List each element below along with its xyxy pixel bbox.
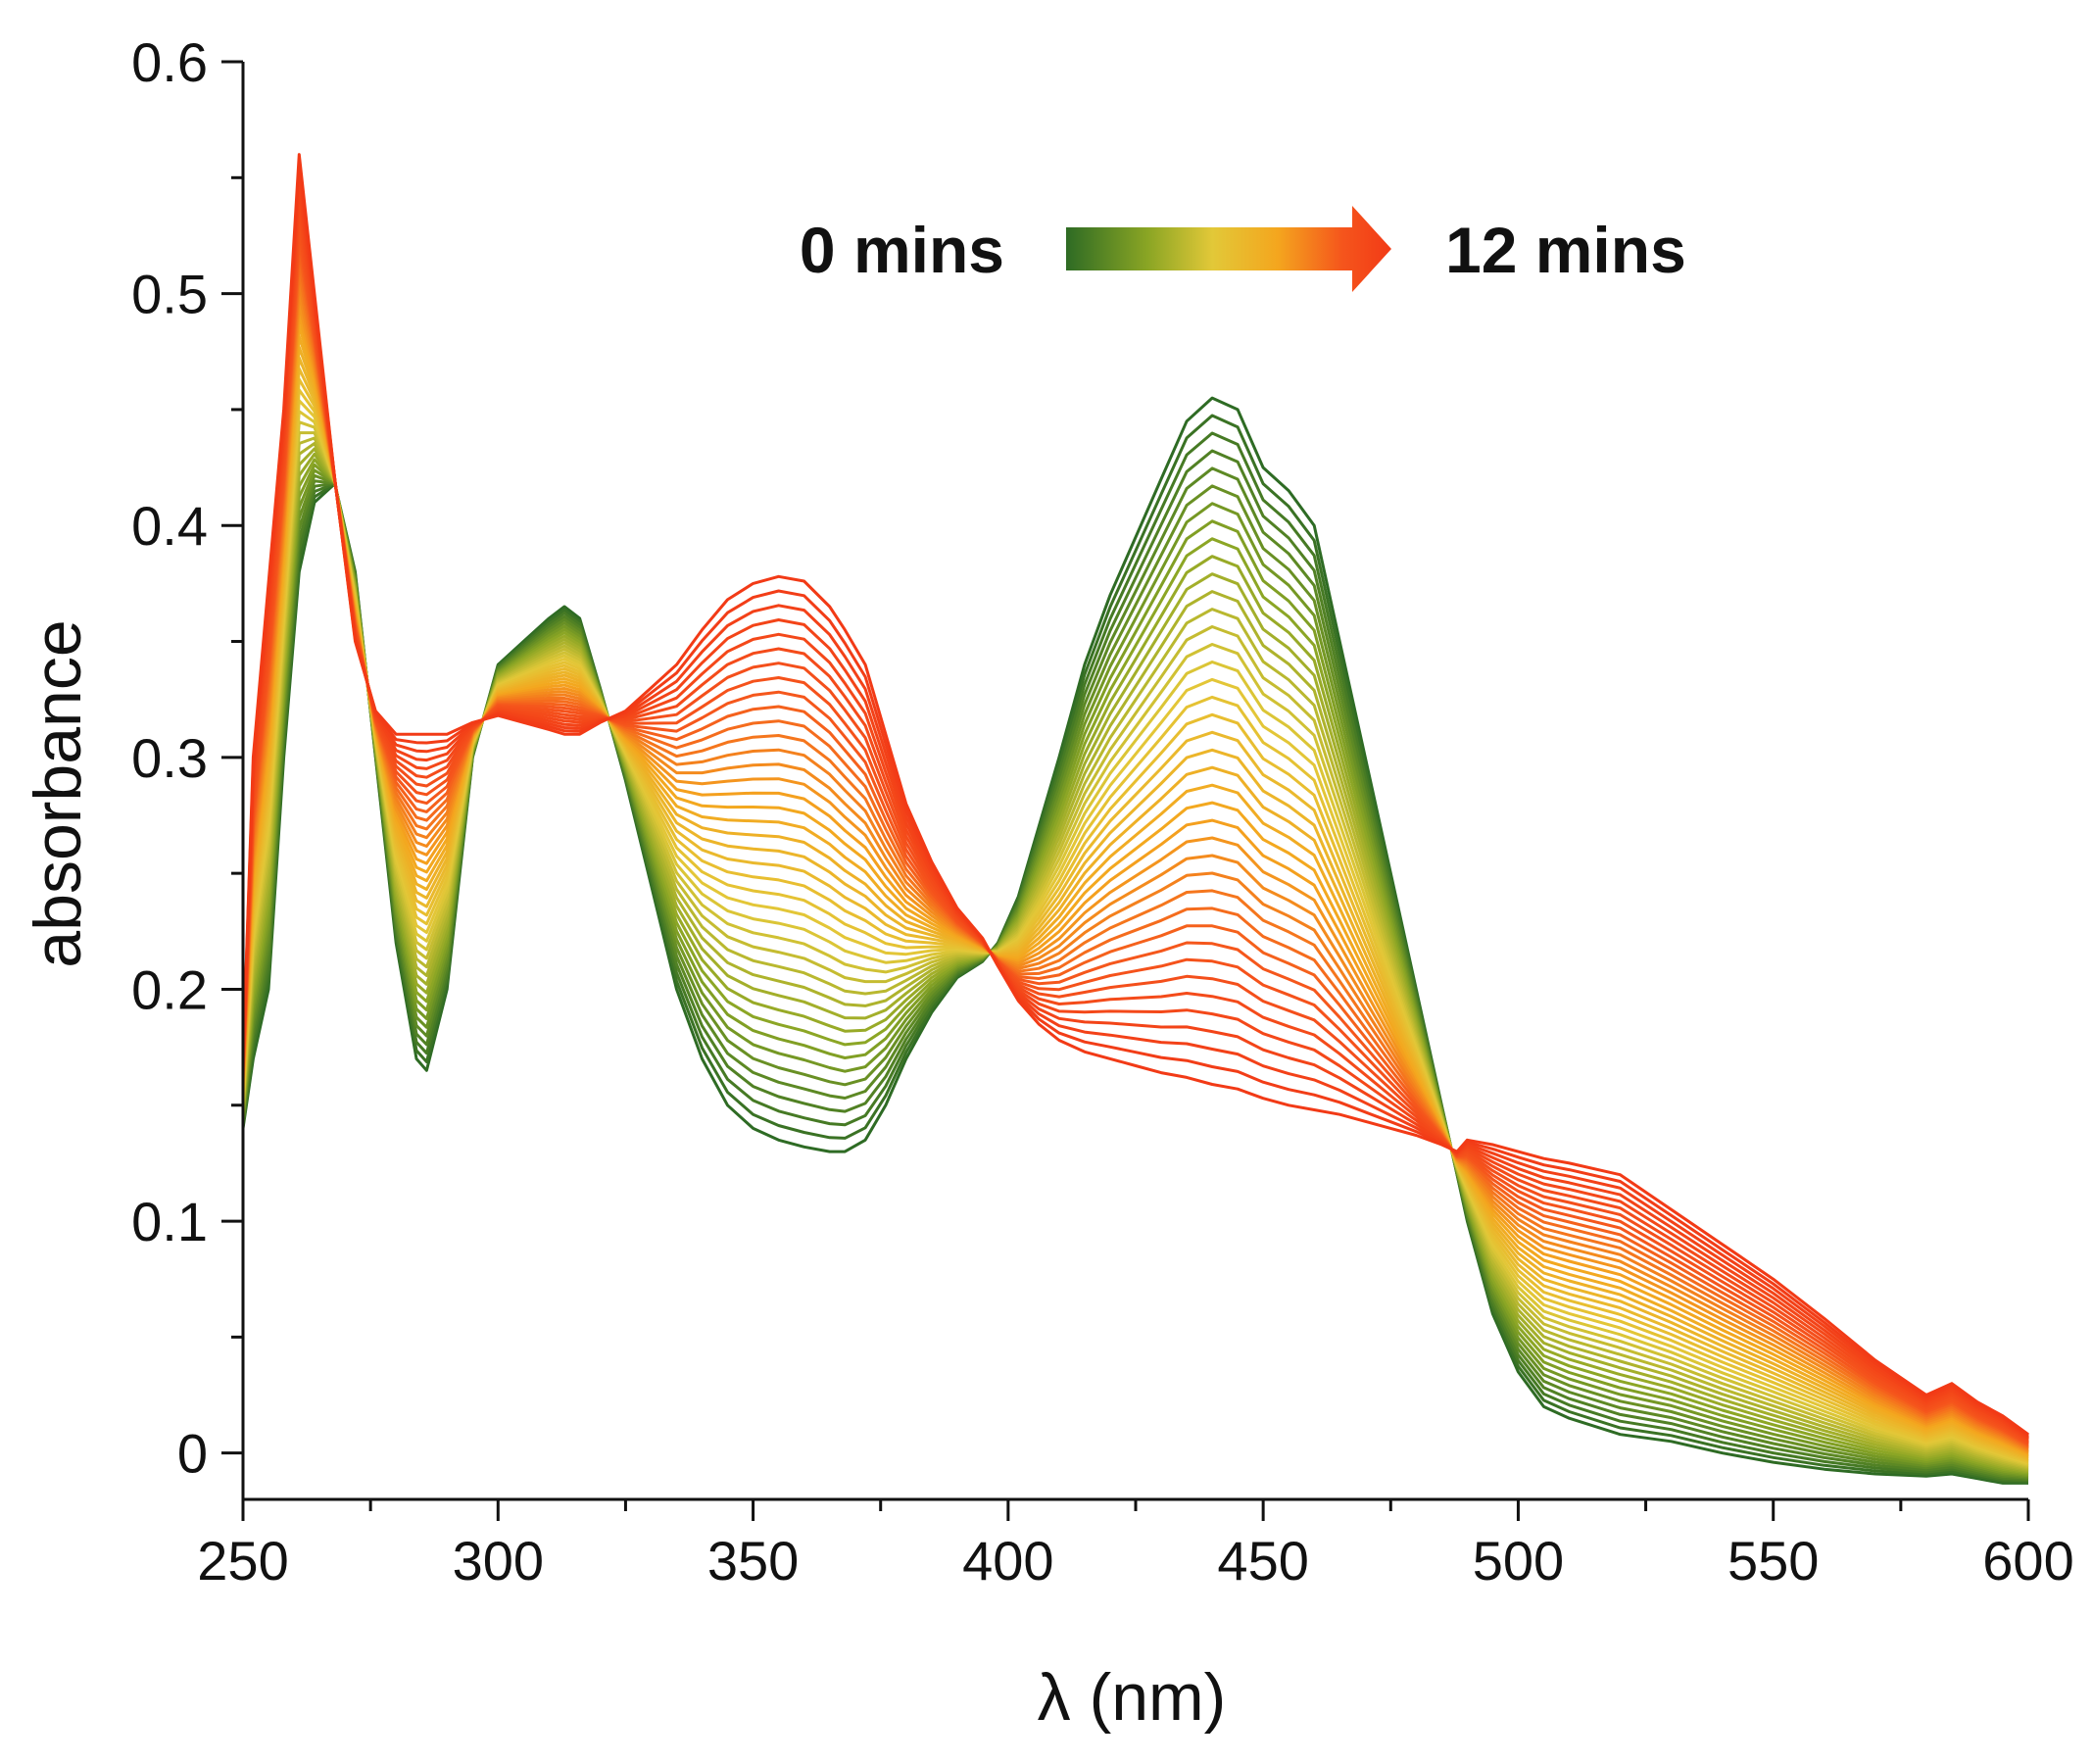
y-tick-label: 0.6 xyxy=(131,31,208,93)
axes: 250 300 350 400 450 500 550 600 0 0.1 0.2 0.3 0.4 0.5… xyxy=(131,31,2074,1592)
spectrum-line-37 xyxy=(241,184,2029,1440)
y-tick-label: 0.2 xyxy=(131,958,208,1020)
spectra-series-group xyxy=(241,153,2029,1485)
spectrum-line-16 xyxy=(241,410,2029,1466)
spectrum-line-40 xyxy=(241,153,2029,1436)
spectrum-line-6 xyxy=(241,473,2029,1479)
legend-gradient-arrow xyxy=(1066,206,1391,292)
x-tick-label: 350 xyxy=(707,1530,799,1592)
x-tick-label: 600 xyxy=(1982,1530,2073,1592)
y-tick-label: 0.1 xyxy=(131,1191,208,1252)
spectrum-line-36 xyxy=(241,195,2029,1442)
legend-start-label: 0 mins xyxy=(800,214,1004,286)
x-tick-label: 450 xyxy=(1217,1530,1308,1592)
y-tick-label: 0.5 xyxy=(131,264,208,325)
spectrum-line-35 xyxy=(241,206,2029,1443)
spectrum-line-23 xyxy=(241,334,2029,1457)
y-tick-label: 0.3 xyxy=(131,727,208,789)
x-tick-label: 550 xyxy=(1727,1530,1819,1592)
x-tick-label: 250 xyxy=(197,1530,288,1592)
spectrum-line-14 xyxy=(241,431,2029,1469)
spectrum-line-25 xyxy=(241,314,2029,1455)
spectrum-line-9 xyxy=(241,458,2029,1475)
x-tick-label: 500 xyxy=(1473,1530,1564,1592)
y-tick-label: 0 xyxy=(177,1423,208,1485)
time-legend: 0 mins 12 mins xyxy=(800,206,1686,292)
x-tick-label: 400 xyxy=(962,1530,1053,1592)
spectrum-line-34 xyxy=(241,217,2029,1444)
x-axis-title: λ (nm) xyxy=(1038,1660,1227,1735)
legend-end-label: 12 mins xyxy=(1445,214,1686,286)
x-tick-label: 300 xyxy=(453,1530,544,1592)
y-axis-title: absorbance xyxy=(21,619,95,967)
spectrum-line-39 xyxy=(241,164,2029,1438)
spectrum-line-27 xyxy=(241,292,2029,1452)
y-tick-label: 0.4 xyxy=(131,495,208,557)
spectrum-line-32 xyxy=(241,238,2029,1446)
